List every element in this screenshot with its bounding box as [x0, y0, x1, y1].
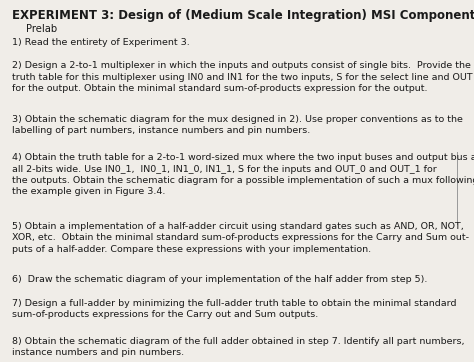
Text: EXPERIMENT 3: Design of (Medium Scale Integration) MSI Components: EXPERIMENT 3: Design of (Medium Scale In…: [12, 9, 474, 22]
Text: 5) Obtain a implementation of a half-adder circuit using standard gates such as : 5) Obtain a implementation of a half-add…: [12, 222, 469, 254]
Text: 6)  Draw the schematic diagram of your implementation of the half adder from ste: 6) Draw the schematic diagram of your im…: [12, 275, 427, 285]
Text: 8) Obtain the schematic diagram of the full adder obtained in step 7. Identify a: 8) Obtain the schematic diagram of the f…: [12, 337, 465, 357]
Text: 2) Design a 2-to-1 multiplexer in which the inputs and outputs consist of single: 2) Design a 2-to-1 multiplexer in which …: [12, 61, 473, 93]
Text: Prelab: Prelab: [26, 24, 57, 34]
Text: 7) Design a full-adder by minimizing the full-adder truth table to obtain the mi: 7) Design a full-adder by minimizing the…: [12, 299, 456, 319]
Text: 1) Read the entirety of Experiment 3.: 1) Read the entirety of Experiment 3.: [12, 38, 190, 47]
Text: 4) Obtain the truth table for a 2-to-1 word-sized mux where the two input buses : 4) Obtain the truth table for a 2-to-1 w…: [12, 153, 474, 197]
Text: 3) Obtain the schematic diagram for the mux designed in 2). Use proper conventio: 3) Obtain the schematic diagram for the …: [12, 115, 463, 135]
